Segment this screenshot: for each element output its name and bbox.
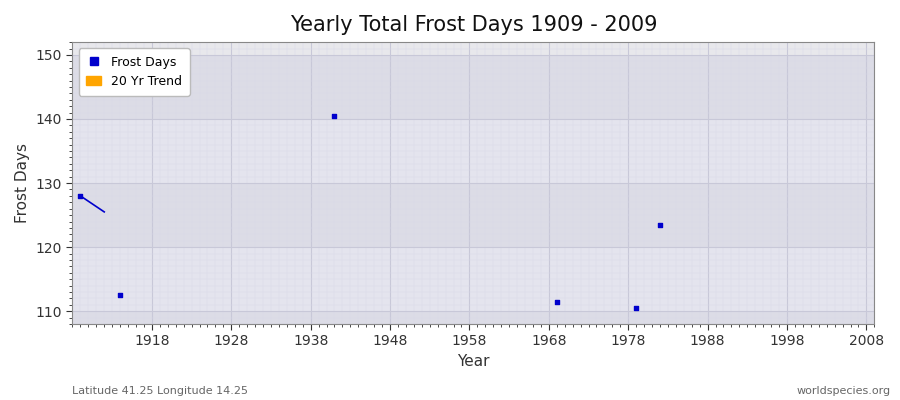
Point: [550, 298, 564, 305]
Point: [328, 112, 342, 119]
X-axis label: Year: Year: [457, 354, 490, 369]
Y-axis label: Frost Days: Frost Days: [15, 143, 30, 223]
Bar: [73, 119, 874, 183]
Point: [112, 292, 127, 298]
Bar: [73, 247, 874, 311]
Text: Latitude 41.25 Longitude 14.25: Latitude 41.25 Longitude 14.25: [72, 386, 248, 396]
Title: Yearly Total Frost Days 1909 - 2009: Yearly Total Frost Days 1909 - 2009: [290, 15, 657, 35]
Point: [73, 193, 87, 199]
Legend: Frost Days, 20 Yr Trend: Frost Days, 20 Yr Trend: [78, 48, 190, 96]
Point: [629, 305, 643, 311]
Bar: [73, 311, 874, 324]
Bar: [73, 183, 874, 247]
Bar: [73, 55, 874, 119]
Point: [652, 222, 667, 228]
Text: worldspecies.org: worldspecies.org: [796, 386, 891, 396]
